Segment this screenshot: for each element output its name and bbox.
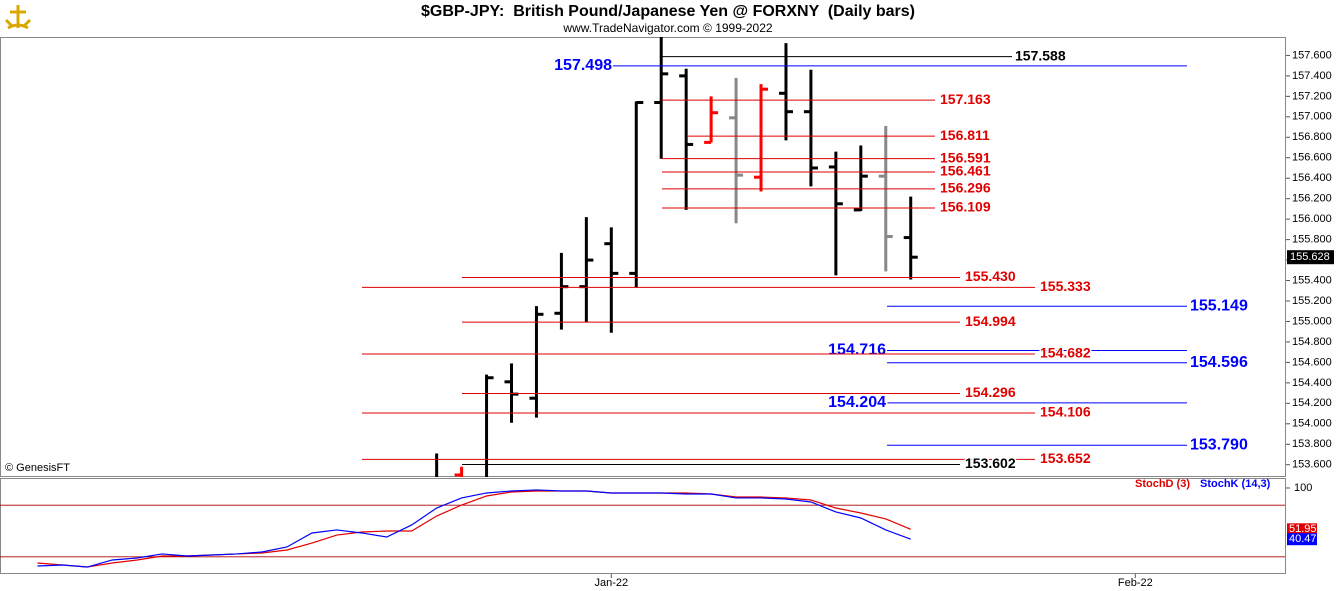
level-label: 155.430 [965,268,1016,284]
level-label: 156.461 [940,163,991,179]
y-tick-label: 156.400 [1292,172,1332,184]
y-tick-label: 157.200 [1292,90,1332,102]
ohlc-bar [828,151,843,276]
y-tick-label: 154.400 [1292,377,1332,389]
y-tick-label: 156.000 [1292,213,1332,225]
level-label: 155.333 [1040,278,1091,294]
last-value-label: 51.95 [1289,523,1317,535]
ohlc-bar [729,77,744,224]
ohlc-bar [554,252,569,330]
y-tick-label: 154.000 [1292,418,1332,430]
ohlc-bar [853,145,868,212]
ohlc-bar [778,43,793,141]
level-label: 157.498 [554,57,612,74]
ohlc-bar [529,306,544,418]
legend-entry: StochD (3) [1135,478,1190,490]
chart-subtitle: www.TradeNavigator.com © 1999-2022 [562,21,772,35]
ohlc-bar [679,68,694,210]
stoch-line [37,490,911,568]
level-label: 154.994 [965,313,1016,329]
y-tick-label: 156.800 [1292,131,1332,143]
last-value-label: 40.47 [1289,533,1317,545]
level-label: 156.591 [940,149,991,165]
last-price-label: 155.628 [1290,251,1330,263]
ohlc-bar [654,37,669,159]
level-label: 154.204 [828,394,886,411]
y-tick-label: 155.800 [1292,234,1332,246]
level-label: 155.149 [1190,297,1248,314]
y-tick-label: 154.600 [1292,356,1332,368]
x-tick-label: Jan-22 [594,577,628,589]
y-tick-label: 153.600 [1292,459,1332,471]
y-tick-label: 100 [1294,482,1312,494]
y-tick-label: 154.800 [1292,336,1332,348]
y-tick-label: 157.400 [1292,70,1332,82]
level-label: 153.652 [1040,450,1091,466]
y-tick-label: 153.800 [1292,438,1332,450]
y-tick-label: 157.600 [1292,49,1332,61]
level-label: 154.682 [1040,345,1091,361]
level-label: 157.588 [1015,47,1066,63]
watermark: © GenesisFT [5,462,70,474]
y-tick-label: 154.200 [1292,397,1332,409]
ohlc-bar [604,227,619,333]
level-label: 153.790 [1190,436,1248,453]
ohlc-bar [754,84,769,192]
y-tick-label: 155.400 [1292,274,1332,286]
level-label: 156.811 [940,127,990,143]
chart-title: $GBP-JPY: British Pound/Japanese Yen @ F… [421,3,915,20]
last-value-box [1287,533,1317,546]
ohlc-bar [803,69,818,187]
ohlc-bar [579,217,594,323]
logo [4,3,32,33]
level-label: 154.106 [1040,404,1091,420]
price-panel [0,37,1286,477]
ohlc-bar [704,96,719,144]
level-label: 153.602 [965,455,1016,471]
last-price-box [1287,250,1334,265]
x-tick-label: Feb-22 [1118,577,1153,589]
level-label: 154.716 [828,342,886,359]
ohlc-bar [878,126,893,272]
level-label: 156.296 [940,180,991,196]
last-value-box [1287,523,1317,536]
stoch-line [37,489,911,568]
ohlc-bar [454,466,464,477]
level-label: 156.109 [940,199,991,215]
ohlc-bar [903,196,918,280]
level-label: 157.163 [940,91,991,107]
y-tick-label: 157.000 [1292,111,1332,123]
y-tick-label: 155.000 [1292,315,1332,327]
ohlc-bar [485,374,494,477]
y-tick-label: 156.600 [1292,152,1332,164]
y-tick-label: 155.200 [1292,295,1332,307]
level-label: 154.296 [965,384,1016,400]
stoch-panel [0,478,1286,574]
level-label: 154.596 [1190,354,1248,371]
ohlc-bar [435,453,439,477]
ohlc-bar [629,100,644,288]
legend-entry: StochK (14,3) [1200,478,1271,490]
price-plot [435,37,918,477]
y-tick-label: 156.200 [1292,193,1332,205]
